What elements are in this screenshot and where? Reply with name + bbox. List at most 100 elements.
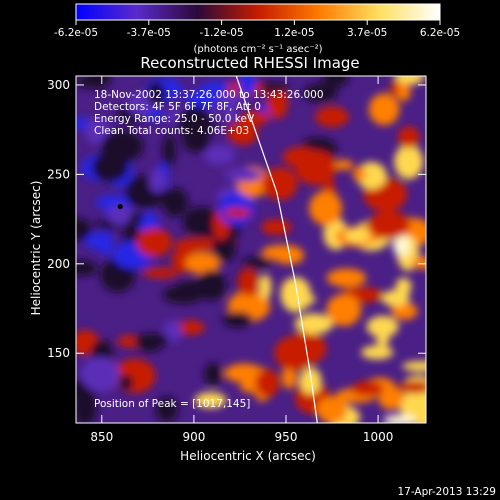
intensity-blob <box>394 76 425 85</box>
intensity-blob <box>85 76 112 89</box>
intensity-blob <box>411 256 426 270</box>
colorbar-tick-label: -3.7e-05 <box>127 27 171 39</box>
intensity-blob <box>196 269 227 301</box>
colorbar-units: (photons cm⁻² s⁻¹ asec⁻²) <box>193 44 322 55</box>
intensity-blob <box>224 363 265 383</box>
intensity-blob <box>398 126 420 148</box>
intensity-blob <box>242 256 273 268</box>
colorbar-tick-label: 6.2e-05 <box>420 27 460 39</box>
intensity-blob <box>223 92 237 123</box>
x-axis-label: Heliocentric X (arcsec) <box>180 449 316 463</box>
intensity-blob <box>194 392 227 409</box>
intensity-blob <box>282 147 318 168</box>
intensity-blob <box>223 207 252 218</box>
intensity-blob <box>282 364 297 390</box>
intensity-blob <box>155 396 179 423</box>
intensity-blob <box>378 385 404 411</box>
x-tick-label: 950 <box>275 430 298 444</box>
intensity-blob <box>368 210 411 239</box>
footer-timestamp: 17-Apr-2013 13:29 <box>397 486 496 498</box>
annotation-line: Clean Total counts: 4.06E+03 <box>94 125 249 137</box>
intensity-blob <box>113 358 156 394</box>
intensity-blob <box>142 267 179 279</box>
intensity-blob <box>162 134 176 167</box>
intensity-blob <box>76 391 97 423</box>
intensity-blob <box>262 167 298 201</box>
intensity-blob <box>316 396 348 423</box>
intensity-blob <box>368 93 400 126</box>
annotation-block: 18-Nov-2002 13:37:26.000 to 13:43:26.000… <box>94 89 324 137</box>
intensity-map <box>76 76 426 423</box>
y-tick-label: 300 <box>47 78 70 92</box>
intensity-blob <box>238 268 259 296</box>
intensity-blob <box>310 89 329 100</box>
intensity-blob <box>91 152 129 182</box>
intensity-blob <box>334 159 354 170</box>
intensity-blob <box>309 191 343 226</box>
intensity-blob <box>185 90 214 111</box>
colorbar-tick-label: 1.2e-05 <box>274 27 314 39</box>
intensity-blob <box>174 320 205 335</box>
intensity-blob <box>366 315 399 338</box>
annotation-line: Energy Range: 25.0 - 50.0 keV <box>94 113 255 125</box>
intensity-blob <box>224 168 263 182</box>
intensity-blob <box>118 374 134 391</box>
intensity-blob <box>212 231 237 263</box>
colorbar-tick-label: -6.2e-05 <box>54 27 98 39</box>
colorbar-tick-label: 3.7e-05 <box>347 27 387 39</box>
annotation-line: 18-Nov-2002 13:37:26.000 to 13:43:26.000 <box>94 89 324 101</box>
intensity-blob <box>398 380 426 394</box>
intensity-blob <box>280 276 312 313</box>
chart-title: Reconstructed RHESSI Image <box>140 54 359 72</box>
intensity-blob <box>352 166 367 181</box>
intensity-blob <box>391 302 418 320</box>
intensity-blob <box>137 338 162 353</box>
intensity-blob <box>222 311 253 328</box>
intensity-blob <box>238 76 256 96</box>
intensity-blob <box>107 203 132 226</box>
intensity-blob <box>81 356 120 393</box>
intensity-blob <box>240 110 270 125</box>
intensity-blob <box>146 109 166 121</box>
intensity-blob <box>322 76 349 88</box>
solar-limb-curve <box>235 76 318 423</box>
intensity-blob <box>361 345 394 360</box>
intensity-blob <box>402 361 426 372</box>
intensity-blob <box>204 145 236 165</box>
intensity-blob <box>85 120 104 141</box>
colorbar-ticks: -6.2e-05 -3.7e-05 -1.2e-05 1.2e-05 3.7e-05 6.… <box>54 20 460 39</box>
intensity-blob <box>136 228 172 257</box>
x-tick-label: 850 <box>90 430 113 444</box>
plot-frame <box>75 75 427 424</box>
intensity-blob <box>255 369 280 398</box>
y-axis-label: Heliocentric Y (arcsec) <box>29 181 43 316</box>
y-tick-label: 250 <box>47 167 70 181</box>
intensity-blob <box>351 381 384 397</box>
intensity-blob <box>161 187 189 217</box>
annotation-line: Detectors: 4F 5F 6F 7F 8F, Att 0 <box>94 101 261 113</box>
intensity-blob <box>392 233 411 257</box>
colorbar <box>75 3 441 21</box>
intensity-blob <box>185 252 221 275</box>
y-tick-label: 150 <box>47 346 70 360</box>
intensity-blob <box>396 83 411 102</box>
intensity-blob <box>299 367 322 395</box>
intensity-blob <box>177 280 202 291</box>
axis-ticks: 850 900 950 1000 150 200 250 300 <box>47 76 426 444</box>
x-tick-label: 1000 <box>363 430 394 444</box>
colorbar-tick-label: -1.2e-05 <box>200 27 244 39</box>
intensity-blob <box>227 120 258 146</box>
intensity-blob <box>298 320 326 332</box>
source-marker <box>117 203 123 210</box>
intensity-blob <box>376 335 390 346</box>
intensity-blob <box>259 274 272 300</box>
peak-position-label: Position of Peak = [1017,145] <box>94 398 250 410</box>
intensity-blob <box>84 232 113 250</box>
intensity-blob <box>182 131 211 153</box>
intensity-blob <box>204 362 223 386</box>
intensity-blob <box>344 228 371 244</box>
intensity-blob <box>147 81 165 105</box>
intensity-blob <box>326 293 362 327</box>
intensity-blob <box>261 219 292 236</box>
